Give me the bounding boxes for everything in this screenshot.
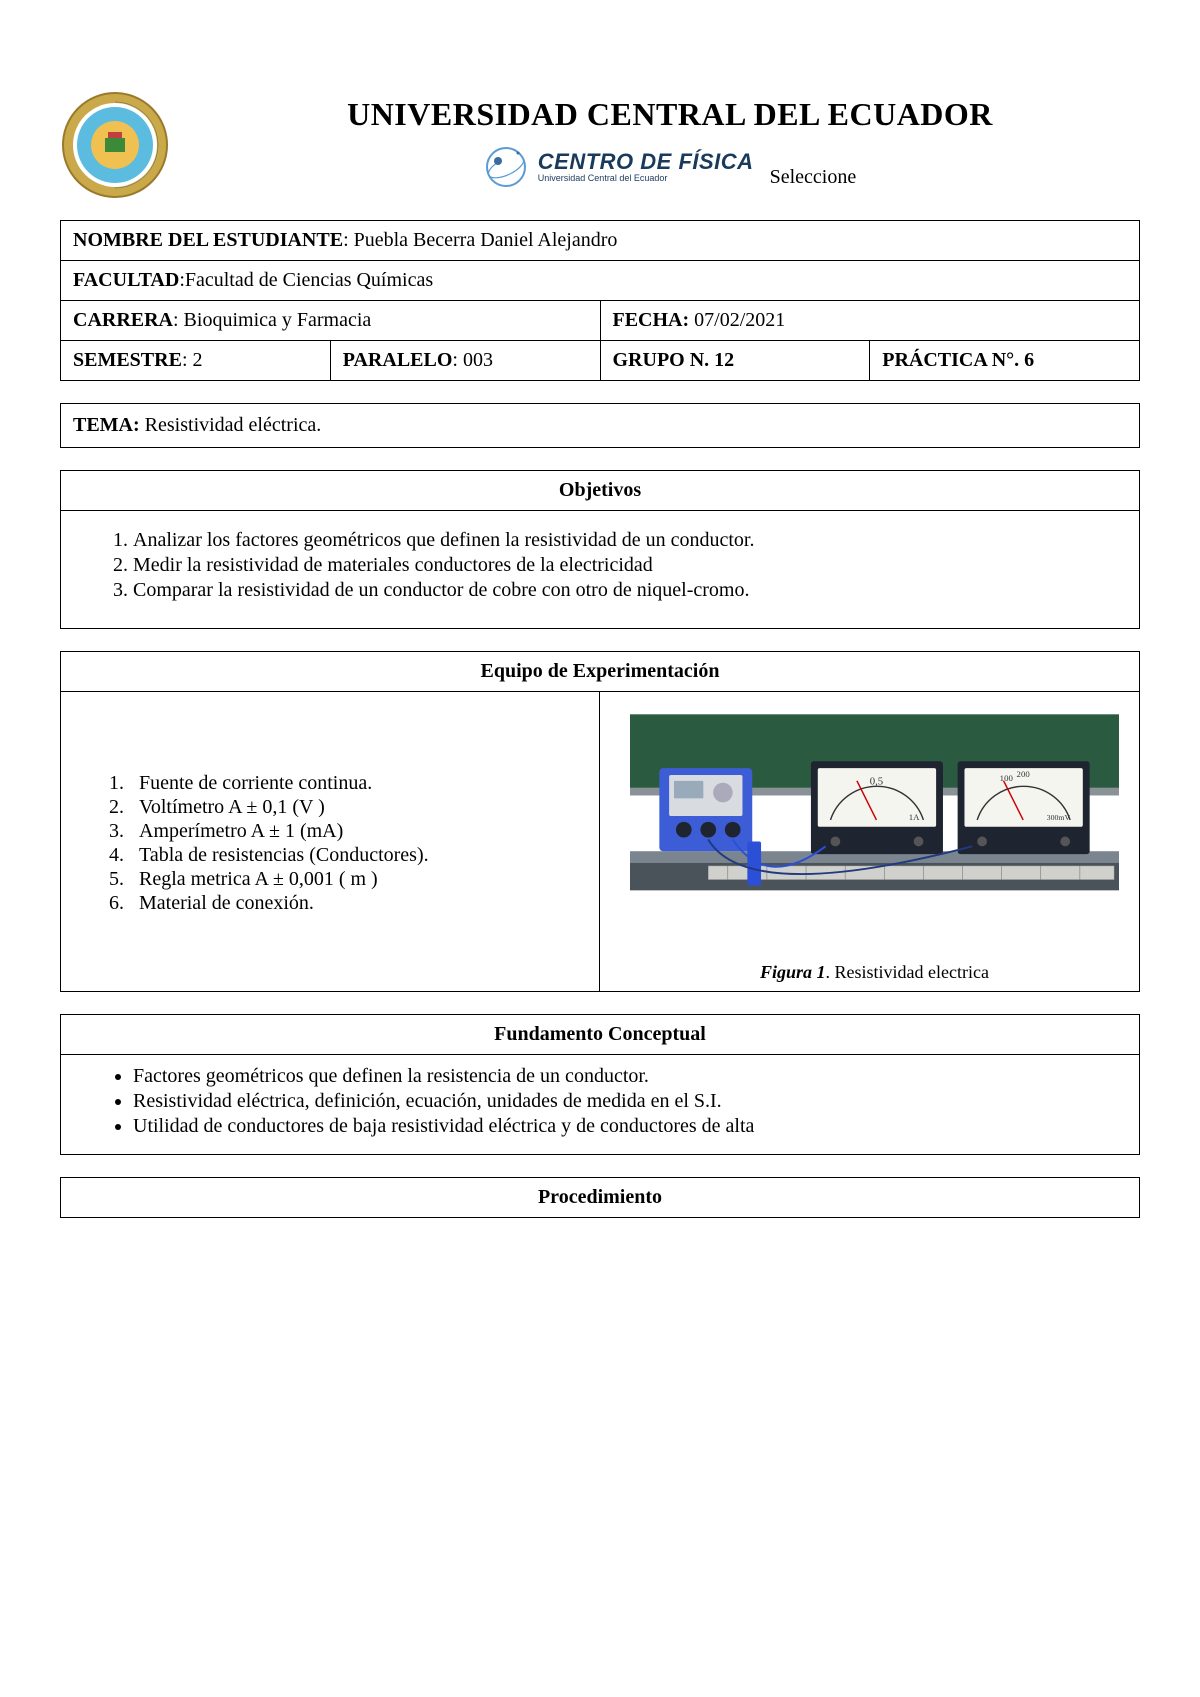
tema-box: TEMA: Resistividad eléctrica.: [60, 403, 1140, 448]
fundamento-body: Factores geométricos que definen la resi…: [61, 1055, 1139, 1154]
paralelo-value: : 003: [452, 349, 493, 371]
figure-text: . Resistividad electrica: [826, 962, 989, 982]
carrera-value: : Bioquimica y Farmacia: [173, 309, 371, 331]
list-item: Utilidad de conductores de baja resistiv…: [133, 1115, 1111, 1138]
page-header: UNIVERSIDAD CENTRAL DEL ECUADOR CENTRO D…: [60, 90, 1140, 200]
carrera-cell: CARRERA: Bioquimica y Farmacia: [61, 301, 601, 341]
centro-text-block: CENTRO DE FÍSICA Universidad Central del…: [538, 151, 754, 183]
svg-text:100: 100: [1000, 773, 1014, 783]
list-item: Fuente de corriente continua.: [129, 772, 579, 795]
facultad-value: :Facultad de Ciencias Químicas: [179, 269, 433, 291]
practica-label: PRÁCTICA N°. 6: [882, 349, 1034, 371]
tema-value: Resistividad eléctrica.: [140, 414, 322, 436]
equipo-list-panel: Fuente de corriente continua. Voltímetro…: [61, 692, 600, 991]
objetivos-section: Objetivos Analizar los factores geométri…: [60, 470, 1140, 629]
nombre-cell: NOMBRE DEL ESTUDIANTE: Puebla Becerra Da…: [61, 221, 1140, 261]
seleccione-text: Seleccione: [770, 166, 857, 189]
list-item: Analizar los factores geométricos que de…: [133, 529, 1111, 552]
list-item: Factores geométricos que definen la resi…: [133, 1065, 1111, 1088]
semestre-cell: SEMESTRE: 2: [61, 341, 331, 381]
list-item: Amperímetro A ± 1 (mA): [129, 820, 579, 843]
equipo-figure-panel: 0,5 1A 100 200 300mV Figura 1. Resisti: [600, 692, 1139, 991]
list-item: Material de conexión.: [129, 892, 579, 915]
tema-cell: TEMA: Resistividad eléctrica.: [61, 404, 1140, 448]
svg-text:200: 200: [1017, 769, 1031, 779]
figure-label: Figura 1: [760, 962, 826, 982]
facultad-label: FACULTAD: [73, 269, 179, 291]
list-item: Resistividad eléctrica, definición, ecua…: [133, 1090, 1111, 1113]
fundamento-header: Fundamento Conceptual: [61, 1015, 1139, 1055]
equipo-list: Fuente de corriente continua. Voltímetro…: [101, 772, 579, 915]
list-item: Comparar la resistividad de un conductor…: [133, 579, 1111, 602]
list-item: Regla metrica A ± 0,001 ( m ): [129, 868, 579, 891]
centro-logo-icon: [484, 145, 528, 189]
centro-row: CENTRO DE FÍSICA Universidad Central del…: [484, 145, 856, 189]
svg-text:300mV: 300mV: [1047, 813, 1071, 822]
semestre-value: : 2: [182, 349, 203, 371]
grupo-label: GRUPO N.: [613, 349, 715, 371]
list-item: Medir la resistividad de materiales cond…: [133, 554, 1111, 577]
objetivos-body: Analizar los factores geométricos que de…: [61, 511, 1139, 628]
list-item: Voltímetro A ± 0,1 (V ): [129, 796, 579, 819]
procedimiento-section: Procedimiento: [60, 1177, 1140, 1218]
university-title: UNIVERSIDAD CENTRAL DEL ECUADOR: [200, 96, 1140, 133]
equipo-body: Fuente de corriente continua. Voltímetro…: [61, 692, 1139, 991]
student-info-table: NOMBRE DEL ESTUDIANTE: Puebla Becerra Da…: [60, 220, 1140, 381]
practica-cell: PRÁCTICA N°. 6: [870, 341, 1140, 381]
header-title-block: UNIVERSIDAD CENTRAL DEL ECUADOR CENTRO D…: [200, 90, 1140, 194]
nombre-value: : Puebla Becerra Daniel Alejandro: [343, 229, 617, 251]
procedimiento-header: Procedimiento: [61, 1178, 1139, 1217]
centro-subtitle: Universidad Central del Ecuador: [538, 173, 668, 183]
equipo-header: Equipo de Experimentación: [61, 652, 1139, 692]
grupo-cell: GRUPO N. 12: [600, 341, 870, 381]
paralelo-label: PARALELO: [343, 349, 453, 371]
fundamento-section: Fundamento Conceptual Factores geométric…: [60, 1014, 1140, 1155]
facultad-cell: FACULTAD:Facultad de Ciencias Químicas: [61, 261, 1140, 301]
svg-text:1A: 1A: [909, 812, 920, 822]
objetivos-header: Objetivos: [61, 471, 1139, 511]
nombre-label: NOMBRE DEL ESTUDIANTE: [73, 229, 343, 251]
centro-title: CENTRO DE FÍSICA: [538, 151, 754, 173]
tema-label: TEMA:: [73, 414, 140, 436]
carrera-label: CARRERA: [73, 309, 173, 331]
grupo-value: 12: [714, 349, 734, 371]
fecha-cell: FECHA: 07/02/2021: [600, 301, 1140, 341]
university-logo: [60, 90, 170, 200]
fecha-label: FECHA:: [613, 309, 690, 331]
svg-text:0,5: 0,5: [870, 776, 883, 788]
objetivos-list: Analizar los factores geométricos que de…: [89, 529, 1111, 602]
lab-illustration: 0,5 1A 100 200 300mV: [630, 712, 1119, 922]
fundamento-list: Factores geométricos que definen la resi…: [89, 1065, 1111, 1138]
list-item: Tabla de resistencias (Conductores).: [129, 844, 579, 867]
fecha-value: 07/02/2021: [689, 309, 785, 331]
equipo-section: Equipo de Experimentación Fuente de corr…: [60, 651, 1140, 992]
figure-caption: Figura 1. Resistividad electrica: [630, 962, 1119, 983]
paralelo-cell: PARALELO: 003: [330, 341, 600, 381]
semestre-label: SEMESTRE: [73, 349, 182, 371]
